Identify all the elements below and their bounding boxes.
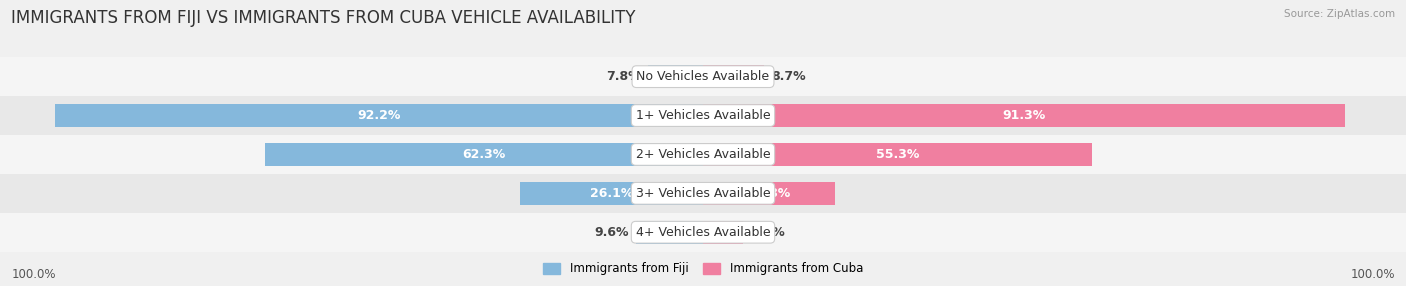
Bar xyxy=(0,213,1406,252)
Text: 100.0%: 100.0% xyxy=(11,268,56,281)
Text: 62.3%: 62.3% xyxy=(463,148,506,161)
Bar xyxy=(703,221,744,244)
Text: 26.1%: 26.1% xyxy=(589,187,633,200)
Bar xyxy=(703,143,1092,166)
Bar xyxy=(0,135,1406,174)
Text: IMMIGRANTS FROM FIJI VS IMMIGRANTS FROM CUBA VEHICLE AVAILABILITY: IMMIGRANTS FROM FIJI VS IMMIGRANTS FROM … xyxy=(11,9,636,27)
Bar xyxy=(0,57,1406,96)
Text: 5.7%: 5.7% xyxy=(751,226,785,239)
Text: No Vehicles Available: No Vehicles Available xyxy=(637,70,769,83)
Text: 3+ Vehicles Available: 3+ Vehicles Available xyxy=(636,187,770,200)
Text: 1+ Vehicles Available: 1+ Vehicles Available xyxy=(636,109,770,122)
Text: 92.2%: 92.2% xyxy=(357,109,401,122)
Bar xyxy=(520,182,703,205)
Bar xyxy=(703,182,835,205)
Text: 91.3%: 91.3% xyxy=(1002,109,1046,122)
Bar xyxy=(55,104,703,127)
Text: 55.3%: 55.3% xyxy=(876,148,920,161)
Bar xyxy=(636,221,703,244)
Bar xyxy=(0,174,1406,213)
Text: 2+ Vehicles Available: 2+ Vehicles Available xyxy=(636,148,770,161)
Text: 100.0%: 100.0% xyxy=(1350,268,1395,281)
Bar xyxy=(703,104,1344,127)
Bar xyxy=(0,96,1406,135)
Legend: Immigrants from Fiji, Immigrants from Cuba: Immigrants from Fiji, Immigrants from Cu… xyxy=(538,258,868,280)
Bar xyxy=(264,143,703,166)
Text: 18.8%: 18.8% xyxy=(748,187,790,200)
Bar xyxy=(648,65,703,88)
Text: 7.8%: 7.8% xyxy=(606,70,641,83)
Text: Source: ZipAtlas.com: Source: ZipAtlas.com xyxy=(1284,9,1395,19)
Text: 9.6%: 9.6% xyxy=(593,226,628,239)
Bar xyxy=(703,65,765,88)
Text: 4+ Vehicles Available: 4+ Vehicles Available xyxy=(636,226,770,239)
Text: 8.7%: 8.7% xyxy=(772,70,806,83)
